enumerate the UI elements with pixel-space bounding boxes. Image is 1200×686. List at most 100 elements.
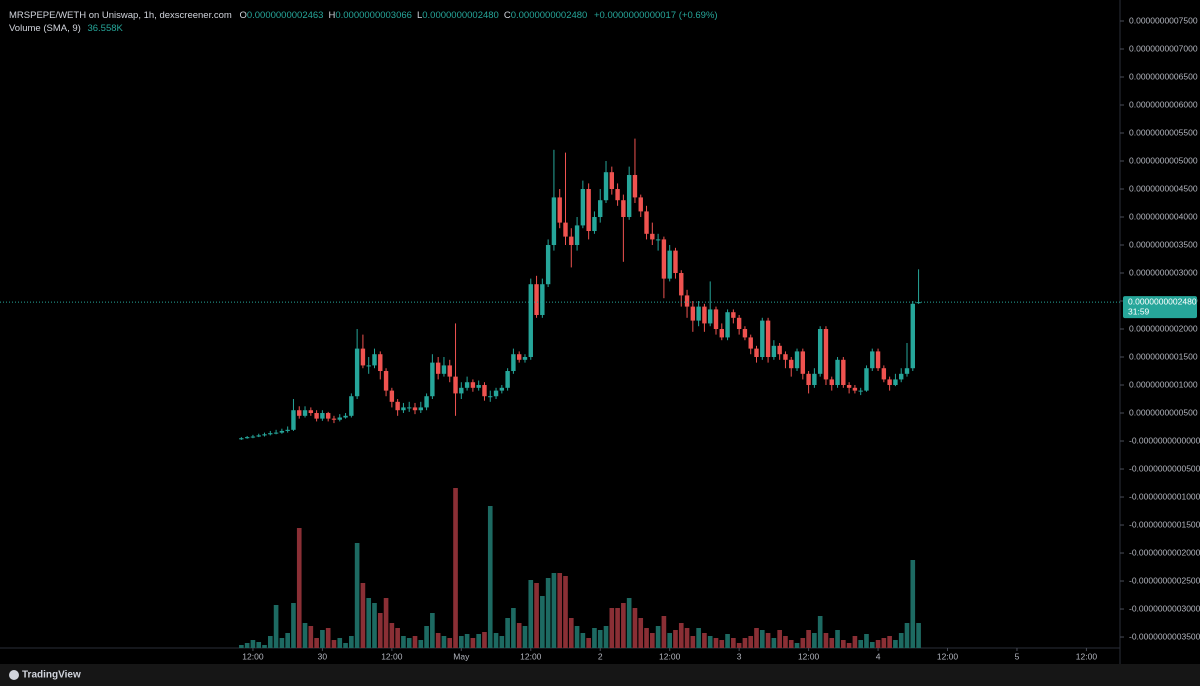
volume-bar (823, 633, 829, 648)
candle-body (354, 348, 360, 397)
candle-body (777, 345, 782, 355)
volume-bar (817, 616, 823, 648)
volume-bar (592, 628, 597, 648)
volume-bar (250, 640, 256, 648)
volume-bar (597, 630, 603, 648)
candle-body (488, 396, 493, 398)
candle-body (713, 309, 719, 330)
legend: MRSPEPE/WETH on Uniswap, 1h, dexscreener… (9, 9, 718, 35)
candle-body (650, 233, 655, 240)
volume-bar (794, 643, 800, 648)
y-tick-label: 0.0000000007000 (1129, 43, 1198, 53)
volume-bar (759, 630, 765, 648)
volume-value: 36.558K (87, 23, 123, 34)
x-tick-label: 3 (737, 651, 742, 661)
volume-bar (424, 626, 429, 648)
volume-bar (719, 640, 725, 648)
candle-body (841, 359, 846, 386)
candle-body (285, 429, 290, 431)
candle-body (580, 189, 586, 226)
volume-bar (829, 638, 835, 648)
volume-bar (406, 638, 412, 648)
y-tick-label: -0.0000000000500 (1129, 463, 1200, 473)
candle-body (910, 303, 915, 369)
candle-body (349, 396, 354, 416)
volume-bar (401, 636, 406, 648)
y-tick-label: 0.0000000007500 (1129, 15, 1198, 25)
volume-bar (482, 632, 487, 648)
volume-bar (603, 626, 609, 648)
volume-bar (331, 640, 337, 648)
volume-bar (702, 633, 707, 648)
candle-body (522, 357, 528, 360)
candle-body (412, 407, 418, 411)
candle-body (609, 172, 615, 190)
y-tick-label: 0.0000000006500 (1129, 71, 1198, 81)
candle-body (667, 250, 672, 279)
candle-body (760, 320, 765, 358)
volume-bar (366, 598, 372, 648)
candle-body (800, 351, 806, 374)
volume-bar (389, 623, 395, 648)
volume-bar (852, 636, 858, 648)
volume-bar (262, 645, 267, 648)
candle-body (783, 354, 788, 360)
volume-bar (511, 608, 516, 648)
volume-bar (267, 636, 273, 648)
volume-bar (632, 608, 638, 648)
volume-bar (858, 640, 864, 648)
volume-bar (302, 623, 308, 648)
candle-body (291, 410, 296, 430)
ohlc-label: O (239, 10, 247, 21)
volume-bar (360, 583, 366, 648)
x-tick-label: 30 (318, 651, 328, 661)
candle-body (464, 382, 470, 388)
candle-body (736, 317, 742, 330)
candle-body (302, 410, 308, 416)
volume-bar (372, 603, 377, 648)
x-tick-label: 5 (1015, 651, 1020, 661)
volume-bar (725, 634, 730, 648)
candle-body (239, 438, 244, 440)
x-tick-label: 2 (598, 651, 603, 661)
volume-bar (349, 636, 354, 648)
y-tick-label: -0.0000000003500 (1129, 631, 1200, 641)
volume-bar (881, 638, 887, 648)
volume-bar (812, 633, 817, 648)
candle-body (574, 225, 580, 246)
volume-bar (534, 583, 539, 648)
volume-bar (343, 643, 348, 648)
candle-body (308, 410, 314, 414)
candle-body (719, 329, 724, 338)
candle-body (441, 365, 447, 374)
candle-body (366, 365, 371, 367)
candle-body (430, 362, 435, 397)
footer-bar (0, 664, 1200, 686)
volume-bar (841, 640, 846, 648)
volume-bar (910, 560, 916, 648)
candle-body (655, 239, 661, 241)
candle-body (684, 295, 690, 307)
volume-bar (279, 638, 285, 648)
volume-bar (528, 580, 534, 648)
ohlc-value: 0.0000000002463 (246, 10, 324, 21)
candle-body (754, 348, 759, 358)
x-tick-label: 12:00 (937, 651, 959, 661)
volume-bar (609, 608, 615, 648)
candle-body (742, 329, 748, 338)
volume-bar (430, 613, 435, 648)
candle-body (511, 354, 516, 372)
ohlc-label: H (328, 10, 336, 21)
volume-bar (869, 642, 875, 648)
price-legend: MRSPEPE/WETH on Uniswap, 1h, dexscreener… (9, 9, 718, 22)
candle-body (325, 413, 331, 419)
candle-body (273, 432, 279, 434)
volume-bar (458, 636, 464, 648)
footer-brand: TradingView (22, 670, 81, 681)
candle-body (893, 379, 898, 386)
volume-bar (470, 638, 476, 648)
volume-bar (540, 596, 545, 648)
candle-body (569, 236, 574, 246)
candle-body (702, 306, 707, 324)
